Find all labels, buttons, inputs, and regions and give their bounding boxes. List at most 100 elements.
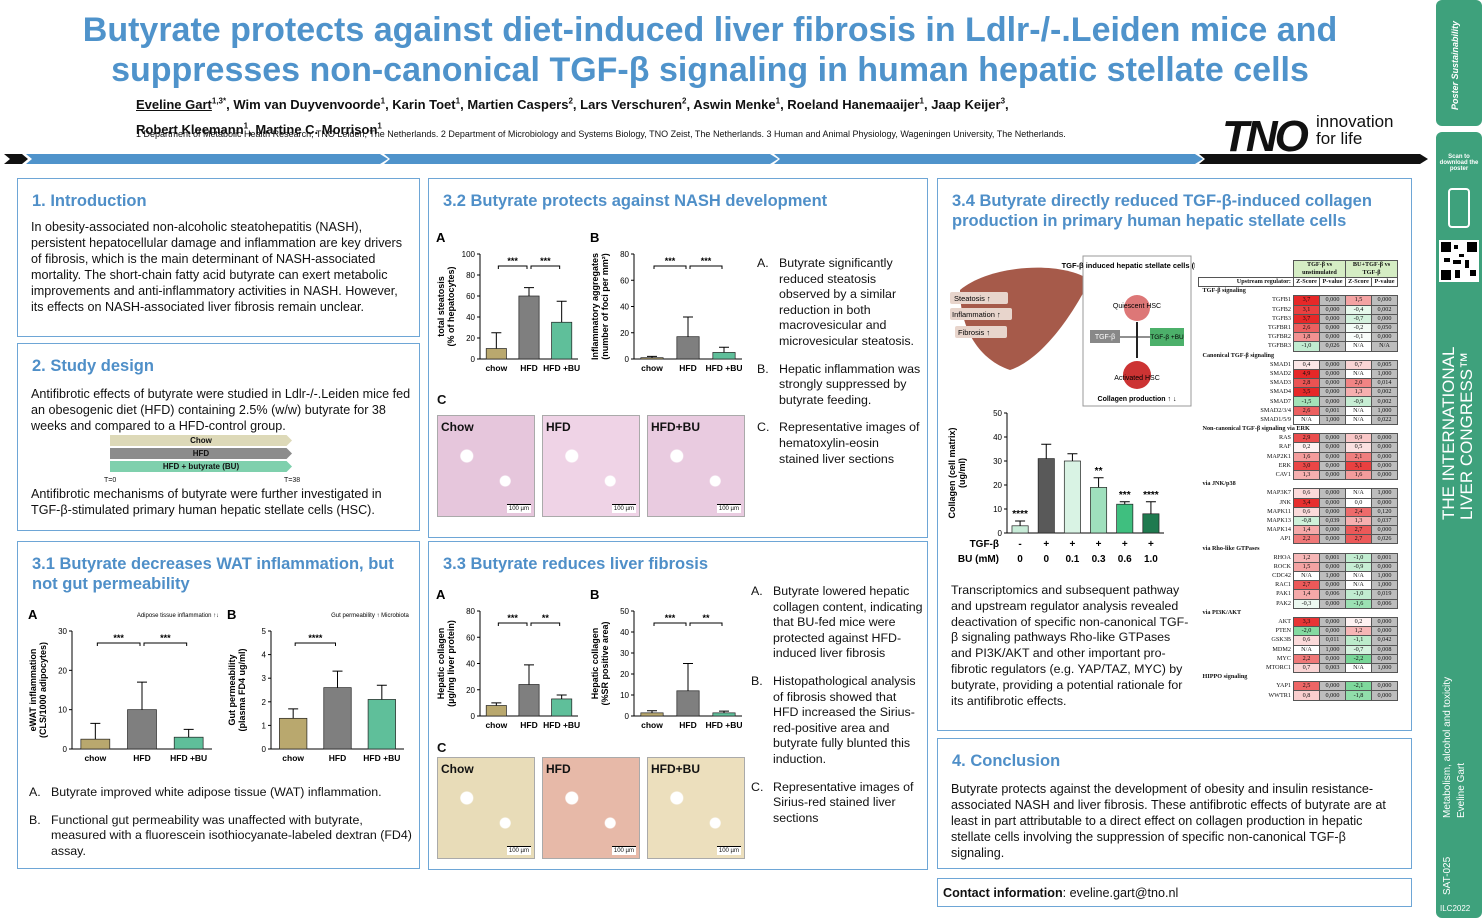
- heatmap-row: MTORC1 0,7 0,003 N/A 1,000: [1199, 662, 1398, 674]
- heatmap-row: YAP1 2,5 0,000 -2,1 0,000: [1199, 681, 1398, 692]
- heatmap-cell: 0,9: [1345, 433, 1372, 444]
- histology-image: Chow 100 µm: [437, 757, 535, 859]
- heatmap-cell: 2,8: [1293, 378, 1320, 389]
- heatmap-row: SMAD2/3/4 2,6 0,001 N/A 1,000: [1199, 405, 1398, 416]
- heatmap-cell: 2,2: [1293, 534, 1320, 545]
- x-tick-label: +: [1122, 539, 1128, 550]
- error-bar: [647, 355, 657, 358]
- author-affiliation: 3: [1000, 97, 1006, 106]
- code: SAT-025: [1442, 856, 1453, 895]
- heatmap-cell: 2,0: [1345, 378, 1372, 389]
- x-tick-label: 0.3: [1092, 554, 1106, 565]
- heatmap-cell: N/A: [1345, 405, 1372, 416]
- sidebar: Poster Sustainability Scan to download t…: [1436, 0, 1482, 921]
- heatmap-cell: 0,000: [1371, 525, 1398, 536]
- heatmap-row: SMAD7 -1,5 0,000 -0,9 0,002: [1199, 396, 1398, 407]
- author: Jaap Keijer3: [931, 97, 1008, 112]
- heatmap-cell: -1,5: [1293, 396, 1320, 407]
- regulator: JNK: [1279, 498, 1291, 506]
- bar: [80, 738, 111, 750]
- y-tick-label: 20: [620, 670, 629, 679]
- x-tick-label: 0.6: [1118, 554, 1132, 565]
- heatmap-row: MAP2K1 1,6 0,000 2,1 0,000: [1199, 451, 1398, 462]
- note-text: Representative images of Sirius-red stai…: [773, 779, 914, 825]
- notes: A. Butyrate improved white adipose tissue…: [29, 785, 414, 871]
- y-axis-label: Collagen (cell matrix): [947, 427, 957, 518]
- scale-bar: 100 µm: [611, 846, 636, 855]
- heatmap-cell: -2,2: [1345, 653, 1372, 664]
- significance: ****: [1012, 509, 1028, 520]
- note-text: Histopathological analysis of fibrosis s…: [773, 673, 916, 766]
- regulator: MAP2K1: [1266, 452, 1291, 460]
- heatmap-cell: 0,000: [1371, 561, 1398, 573]
- significance: **: [702, 613, 710, 623]
- regulator: TGFB3: [1272, 314, 1291, 322]
- tagline: innovation for life: [1316, 113, 1394, 147]
- regulator: GSK3B: [1271, 636, 1291, 644]
- panel-label: C: [437, 740, 447, 755]
- author: Robert Kleemann1: [136, 121, 255, 136]
- note-label: A.: [751, 584, 763, 598]
- heatmap-row: RAF 0,2 0,000 0,5 0,000: [1199, 442, 1398, 453]
- heatmap-cell: N/A: [1345, 570, 1372, 582]
- regulator: TGFBR3: [1267, 342, 1291, 350]
- cell-label: Quiescent HSC: [1113, 303, 1161, 310]
- x-tick-label: HFD: [520, 363, 537, 373]
- x-tick-label: HFD: [133, 753, 150, 763]
- note: A. Butyrate lowered hepatic collagen cont…: [751, 584, 923, 662]
- significance: ****: [308, 633, 323, 643]
- heatmap-cell: -1,8: [1345, 690, 1372, 701]
- heatmap-row: via PI3K/AKT: [1199, 608, 1398, 617]
- y-axis-label: total steatosis: [436, 276, 446, 337]
- heatmap-cell: 4,9: [1293, 368, 1320, 380]
- panel-label: A: [436, 587, 446, 602]
- heatmap-cell: 0,037: [1371, 515, 1398, 527]
- scan-text: Scan to download the poster: [1439, 154, 1479, 172]
- significance-bracket: [653, 265, 687, 269]
- regulator: CDC42: [1272, 572, 1291, 580]
- significance-bracket: [689, 622, 723, 626]
- heatmap-cell: 0,022: [1371, 414, 1398, 426]
- author-name: Eveline Gart: [136, 97, 212, 113]
- y-tick-label: 20: [466, 334, 475, 343]
- cell: [1199, 261, 1294, 278]
- column-header: P-value: [1319, 276, 1346, 288]
- significance: ***: [113, 633, 124, 643]
- heatmap-cell: N/A: [1371, 341, 1398, 352]
- y-tick-label: 50: [620, 607, 629, 616]
- heatmap-table: TGF-β vs unstimulated BU+TGF-β vs TGF-β Up…: [1198, 260, 1398, 701]
- y-tick-label: 100: [462, 250, 476, 259]
- heatmap-cell: -1,0: [1293, 341, 1320, 352]
- heatmap-cell: 1,3: [1345, 515, 1372, 527]
- error-bar: [1145, 501, 1156, 514]
- error-bar: [491, 702, 502, 706]
- heatmap-cell: 0,2: [1345, 616, 1372, 628]
- panel-label: A: [28, 607, 38, 622]
- scale-bar: 100 µm: [506, 846, 531, 855]
- heading: 3.4 Butyrate directly reduced TGF-β-indu…: [952, 192, 1372, 230]
- time-label: T=0: [104, 477, 117, 484]
- heatmap-row: Canonical TGF-β signaling: [1199, 351, 1398, 360]
- notes: A. Butyrate lowered hepatic collagen cont…: [751, 584, 923, 838]
- heatmap-cell: 0,000: [1319, 442, 1346, 453]
- error-bar: [288, 708, 299, 719]
- congress: THE INTERNATIONAL LIVER CONGRESS™: [1439, 347, 1476, 520]
- heatmap-row: ROCK 1,5 0,000 -0,9 0,000: [1199, 561, 1398, 573]
- y-tick-label: 0: [471, 355, 476, 364]
- title: Butyrate protects against diet-induced l…: [82, 11, 1338, 89]
- author: Martien Caspers2: [467, 97, 580, 112]
- heatmap-cell: 1,000: [1371, 570, 1398, 582]
- heatmap-cell: 0,000: [1319, 322, 1346, 334]
- heatmap-row: MAP3K7 0,6 0,000 N/A 1,000: [1199, 488, 1398, 499]
- note-label: A.: [29, 785, 41, 799]
- regulator: SMAD4: [1270, 388, 1291, 396]
- heatmap-row: TGF-β vs unstimulated BU+TGF-β vs TGF-β: [1199, 260, 1398, 278]
- heatmap-cell: 0,000: [1319, 580, 1346, 591]
- heatmap-cell: 1,000: [1371, 368, 1398, 380]
- heatmap-cell: 0,000: [1371, 313, 1398, 324]
- histology-image: HFD 100 µm: [542, 415, 640, 517]
- x-tick-label: HFD +BU: [363, 753, 400, 763]
- heatmap-cell: -0,9: [1345, 561, 1372, 573]
- heatmap-cell: 0,001: [1371, 552, 1398, 563]
- collagen-label: Collagen production ↑ ↓: [1098, 396, 1177, 403]
